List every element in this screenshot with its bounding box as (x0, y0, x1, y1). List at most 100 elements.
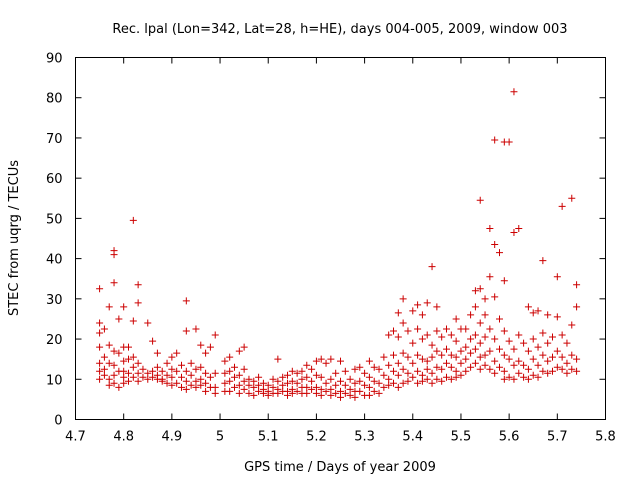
data-point-marker (476, 196, 484, 204)
x-tick-label: 4.7 (65, 430, 86, 445)
data-point-marker (539, 367, 547, 375)
data-point-marker (471, 345, 479, 353)
data-point-marker (443, 373, 450, 381)
data-point-marker (394, 309, 402, 317)
data-point-marker (361, 381, 369, 389)
data-point-marker (144, 319, 152, 327)
data-point-marker (399, 295, 407, 303)
data-point-marker (168, 381, 176, 389)
data-point-marker (385, 361, 393, 369)
data-point-marker (365, 391, 373, 399)
data-point-marker (149, 337, 157, 345)
data-point-marker (524, 375, 532, 383)
data-point-marker (211, 389, 219, 397)
data-point-marker (423, 365, 431, 373)
data-point-marker (443, 345, 450, 353)
data-point-marker (496, 315, 503, 323)
data-point-marker (182, 385, 190, 393)
data-point-marker (235, 347, 243, 355)
data-point-marker (486, 347, 494, 355)
data-point-marker (351, 393, 359, 401)
data-point-marker (563, 369, 571, 377)
data-point-marker (409, 373, 417, 381)
data-point-marker (105, 341, 113, 349)
data-point-marker (293, 387, 301, 395)
data-point-marker (312, 389, 320, 397)
y-axis: 0 10 20 30 40 50 60 70 80 90 (46, 52, 606, 429)
data-point-marker (346, 385, 354, 393)
data-point-marker (568, 351, 576, 359)
data-point-marker (365, 357, 373, 365)
data-point-marker (558, 202, 566, 210)
data-point-marker (515, 369, 523, 377)
data-point-marker (134, 369, 142, 377)
data-point-marker (134, 359, 142, 367)
data-point-marker (486, 224, 494, 232)
data-point-marker (563, 339, 571, 347)
data-point-marker (414, 325, 422, 333)
data-point-marker (240, 343, 248, 351)
data-point-marker (187, 371, 195, 379)
data-point-marker (312, 383, 320, 391)
data-point-marker (284, 371, 291, 379)
data-point-marker (496, 249, 503, 257)
data-point-marker (274, 377, 282, 385)
data-point-marker (182, 367, 190, 375)
data-point-marker (414, 367, 422, 375)
data-point-marker (341, 389, 349, 397)
data-point-marker (100, 365, 108, 373)
data-point-marker (544, 357, 552, 365)
data-point-marker (529, 355, 537, 363)
data-point-marker (553, 347, 561, 355)
data-point-marker (558, 353, 566, 361)
data-point-marker (332, 381, 340, 389)
data-point-marker (433, 363, 441, 371)
data-point-marker (462, 325, 470, 333)
data-point-marker (110, 371, 118, 379)
data-point-marker (226, 377, 234, 385)
data-point-marker (457, 359, 465, 367)
data-point-marker (558, 331, 566, 339)
data-point-marker (370, 363, 378, 371)
data-point-marker (471, 359, 479, 367)
data-point-marker (481, 295, 489, 303)
data-point-marker (337, 393, 344, 401)
data-point-marker (308, 365, 316, 373)
data-point-marker (505, 355, 513, 363)
data-point-marker (269, 383, 277, 391)
data-point-marker (293, 379, 301, 387)
data-point-marker (447, 375, 455, 383)
data-point-marker (110, 279, 118, 287)
data-point-marker (245, 389, 253, 397)
data-point-marker (129, 353, 137, 361)
data-point-marker (197, 363, 205, 371)
data-point-marker (96, 375, 104, 383)
y-tick-label: 20 (46, 333, 63, 348)
data-point-marker (553, 363, 561, 371)
data-point-marker (356, 387, 364, 395)
data-point-marker (491, 357, 499, 365)
data-point-marker (418, 335, 426, 343)
data-point-marker (394, 371, 402, 379)
data-point-marker (544, 311, 552, 319)
data-point-marker (231, 383, 238, 391)
data-point-marker (544, 369, 552, 377)
data-point-marker (394, 359, 402, 367)
data-point-marker (240, 365, 248, 373)
data-point-marker (322, 387, 330, 395)
data-point-marker (438, 333, 446, 341)
data-point-marker (534, 307, 542, 315)
data-point-marker (255, 387, 263, 395)
data-point-marker (418, 311, 426, 319)
data-point-marker (524, 347, 532, 355)
data-point-marker (120, 373, 128, 381)
data-point-marker (500, 327, 508, 335)
data-point-marker (524, 303, 532, 311)
data-point-marker (529, 309, 537, 317)
data-point-marker (125, 369, 132, 377)
data-point-marker (255, 373, 263, 381)
data-point-marker (110, 251, 118, 259)
data-point-marker (390, 367, 397, 375)
data-point-marker (139, 373, 147, 381)
x-tick-label: 5.8 (595, 430, 616, 445)
